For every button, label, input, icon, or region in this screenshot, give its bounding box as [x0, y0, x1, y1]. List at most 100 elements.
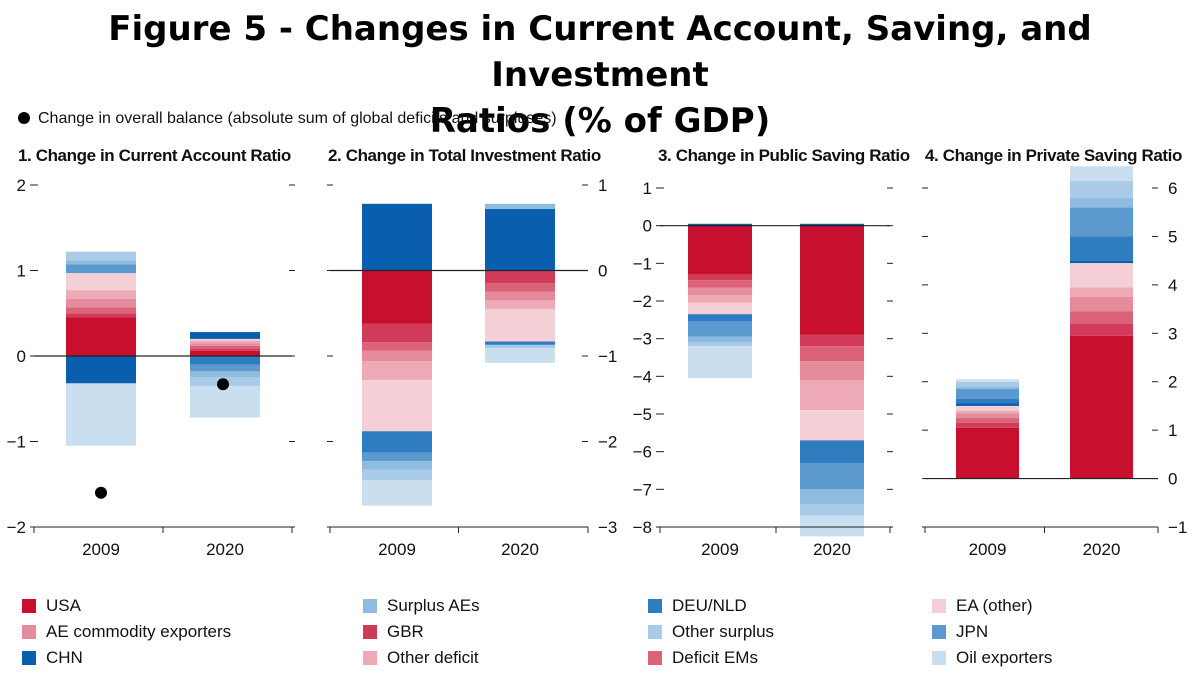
bar-p1-2020-ea-other-	[190, 338, 260, 341]
y-tick-label-p3--4: −4	[633, 367, 652, 386]
y-tick-label-p3--3: −3	[633, 330, 652, 349]
bar-p4-2020-ea-other-	[1070, 263, 1133, 288]
legend-label: USA	[46, 596, 81, 615]
bar-p3-2020-surplus-aes	[800, 489, 864, 505]
bar-p1-2009-other-surplus	[66, 251, 136, 261]
legend-swatch	[932, 625, 946, 639]
panel-4-title: 4. Change in Private Saving Ratio	[925, 146, 1182, 165]
bar-p3-2009-deficit-ems	[688, 280, 752, 288]
bar-p3-2009-usa	[688, 225, 752, 275]
bar-p1-2009-chn	[66, 356, 136, 384]
bar-p4-2020-jpn	[1070, 207, 1133, 237]
legend-label: AE commodity exporters	[46, 622, 232, 641]
bar-p1-2020-chn	[190, 332, 260, 339]
bar-p2-2020-gbr	[485, 270, 555, 284]
x-tick-label-p2-2020: 2020	[501, 540, 539, 559]
panel-2-title: 2. Change in Total Investment Ratio	[328, 146, 601, 165]
bar-p1-2009-ea-other-	[66, 273, 136, 291]
legend-swatch	[363, 625, 377, 639]
y-tick-label-p2-1: 1	[598, 176, 607, 195]
bar-p4-2020-usa	[1070, 335, 1133, 479]
y-tick-label-p3--5: −5	[633, 405, 652, 424]
bar-p1-2009-usa	[66, 317, 136, 356]
legend-label: Other surplus	[672, 622, 775, 641]
bar-p2-2020-ae-commodity-exporters	[485, 291, 555, 301]
bar-p4-2020-other-surplus	[1070, 180, 1133, 198]
y-tick-label-p3--2: −2	[633, 292, 652, 311]
legend-label: Oil exporters	[956, 648, 1053, 667]
bar-p3-2020-other-surplus	[800, 504, 864, 516]
bar-p1-2009-other-deficit	[66, 290, 136, 299]
bar-p4-2009-deu-nld	[956, 398, 1019, 404]
bar-p1-2020-usa	[190, 350, 260, 356]
bar-p2-2020-other-surplus	[485, 344, 555, 349]
legend-swatch	[22, 625, 36, 639]
bar-p1-2020-oil-exporters	[190, 385, 260, 418]
legend-item-usa: USA	[22, 596, 81, 616]
bar-p1-2020-ae-commodity-exporters	[190, 343, 260, 346]
bar-p2-2009-gbr	[362, 323, 432, 343]
bar-p1-2020-deu-nld	[190, 356, 260, 365]
x-tick-label-p2-2009: 2009	[378, 540, 416, 559]
bar-p4-2009-surplus-aes	[956, 386, 1019, 389]
bar-p1-2020-jpn	[190, 364, 260, 372]
y-tick-label-p1--1: −1	[7, 433, 26, 452]
bar-p2-2009-other-deficit	[362, 361, 432, 380]
bar-p3-2020-oil-exporters	[800, 515, 864, 537]
legend-item-jpn: JPN	[932, 622, 988, 642]
legend-item-deu-nld: DEU/NLD	[648, 596, 747, 616]
bar-p2-2020-surplus-aes	[485, 203, 555, 209]
bar-p4-2009-other-surplus	[956, 381, 1019, 387]
x-tick-label-p3-2020: 2020	[813, 540, 851, 559]
bar-p4-2009-oil-exporters	[956, 379, 1019, 382]
bar-p3-2020-gbr	[800, 334, 864, 347]
legend-swatch	[648, 625, 662, 639]
y-tick-label-p3--7: −7	[633, 480, 652, 499]
bar-p1-2009-deficit-ems	[66, 307, 136, 314]
bar-p4-2009-ae-commodity-exporters	[956, 413, 1019, 419]
bar-p3-2009-surplus-aes	[688, 336, 752, 343]
bar-p2-2020-deu-nld	[485, 341, 555, 345]
bar-p3-2020-ae-commodity-exporters	[800, 361, 864, 381]
bar-p2-2009-deu-nld	[362, 431, 432, 453]
figure-title: Figure 5 - Changes in Current Account, S…	[0, 6, 1200, 144]
bar-p4-2020-ae-commodity-exporters	[1070, 296, 1133, 312]
bar-p2-2009-jpn	[362, 452, 432, 462]
bar-p4-2009-ea-other-	[956, 405, 1019, 411]
bar-p3-2020-other-deficit	[800, 380, 864, 411]
overall-balance-dot-p1-2009	[95, 486, 107, 499]
x-tick-label-p1-2020: 2020	[206, 540, 244, 559]
bar-p1-2009-jpn	[66, 264, 136, 274]
legend-item-surplus-aes: Surplus AEs	[363, 596, 480, 616]
bar-p4-2009-chn	[956, 403, 1019, 406]
bar-p4-2009-usa	[956, 427, 1019, 479]
y-tick-label-p2--2: −2	[598, 433, 617, 452]
bar-p1-2020-gbr	[190, 348, 260, 351]
bar-p2-2009-oil-exporters	[362, 479, 432, 506]
legend-label: CHN	[46, 648, 83, 667]
bar-p3-2020-jpn	[800, 462, 864, 490]
bar-p4-2020-deu-nld	[1070, 236, 1133, 261]
bar-p2-2009-surplus-aes	[362, 461, 432, 470]
y-tick-label-p3-1: 1	[643, 179, 652, 198]
overall-balance-note: Change in overall balance (absolute sum …	[18, 110, 557, 128]
legend-swatch	[22, 599, 36, 613]
x-tick-label-p4-2020: 2020	[1083, 540, 1121, 559]
bar-p3-2009-gbr	[688, 274, 752, 281]
legend-label: Surplus AEs	[387, 596, 480, 615]
y-tick-label-p4-0: 0	[1168, 470, 1177, 489]
y-tick-label-p4-3: 3	[1168, 324, 1177, 343]
y-tick-label-p3--8: −8	[633, 518, 652, 537]
legend-swatch	[648, 651, 662, 665]
bar-p3-2009-deu-nld	[688, 314, 752, 322]
bar-p4-2020-oil-exporters	[1070, 166, 1133, 181]
panel-3-title: 3. Change in Public Saving Ratio	[658, 146, 910, 165]
bar-p2-2020-oil-exporters	[485, 348, 555, 363]
bar-p2-2020-chn	[485, 208, 555, 271]
y-tick-label-p4-1: 1	[1168, 421, 1177, 440]
legend-item-chn: CHN	[22, 648, 83, 668]
legend-swatch	[363, 599, 377, 613]
bar-p3-2020-ea-other-	[800, 410, 864, 441]
y-tick-label-p1-1: 1	[17, 262, 26, 281]
bar-p1-2020-deficit-ems	[190, 345, 260, 349]
